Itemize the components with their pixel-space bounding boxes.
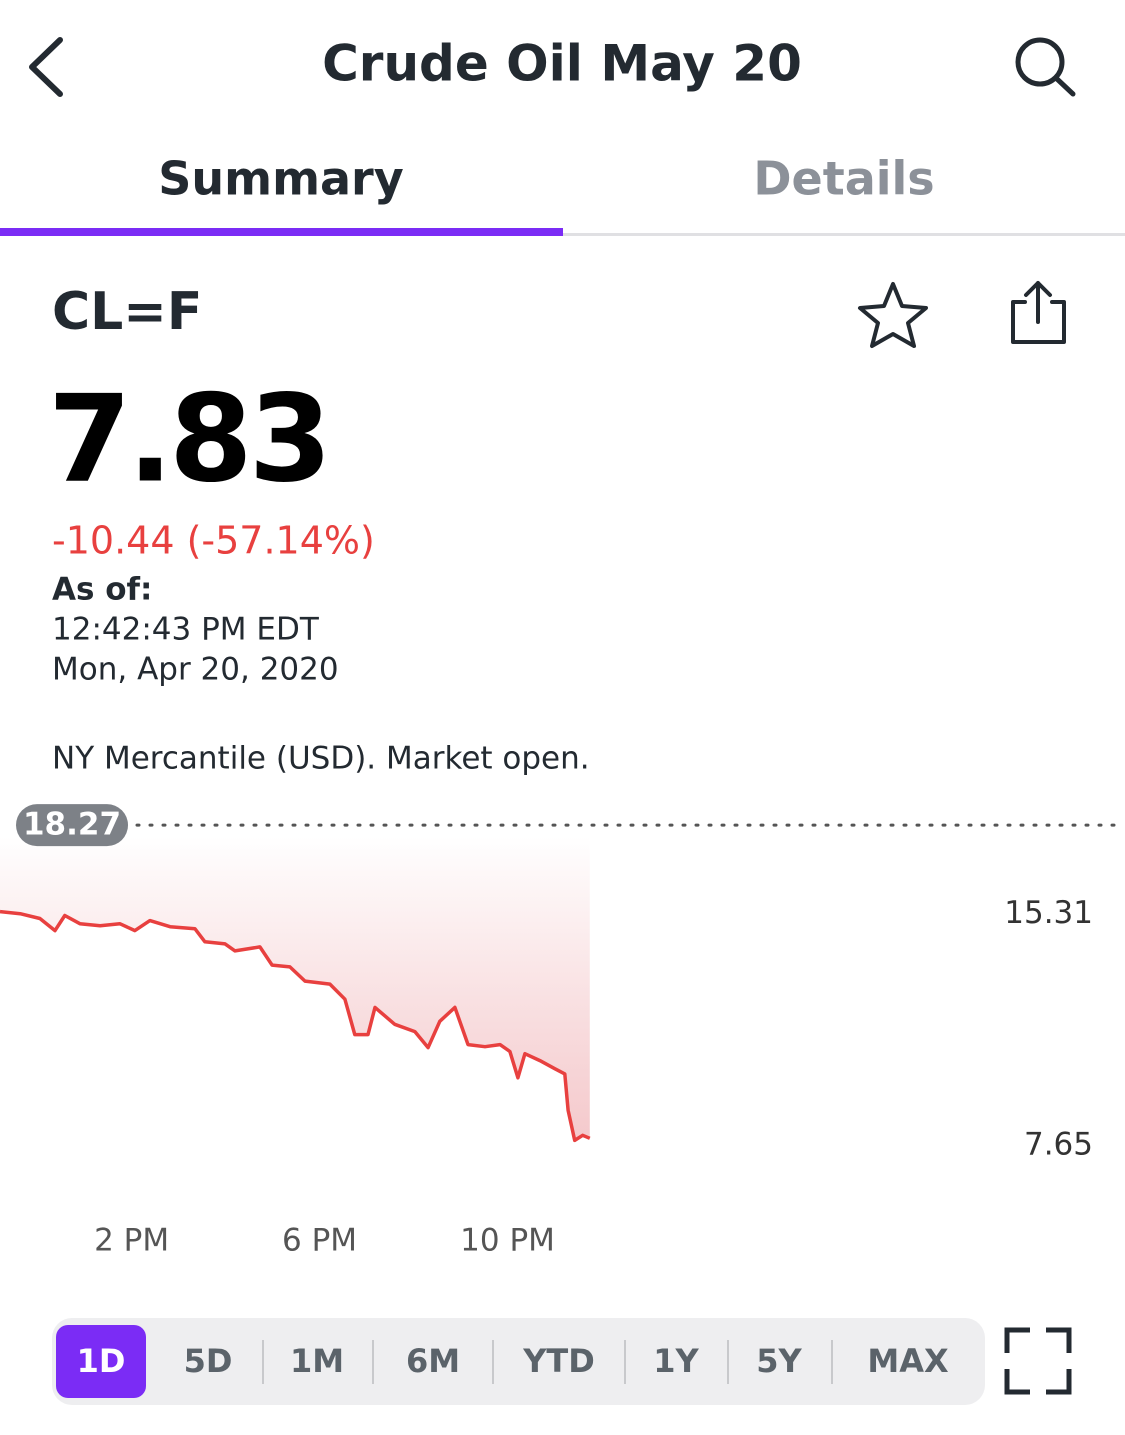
range-button[interactable]: YTD [522,1342,595,1380]
range-bar [52,1318,985,1405]
range-button[interactable]: 1Y [653,1342,699,1380]
range-selector: 1D 5D 1M 6M YTD 1Y 5Y MAX [56,1325,949,1398]
search-icon [1053,75,1076,97]
y-tick-label: 15.31 [1004,895,1093,931]
reference-badge [16,804,128,847]
range-button[interactable]: 1D [77,1342,126,1380]
fullscreen-button[interactable] [1004,1327,1072,1395]
tab-bar: Summary Details [158,152,934,206]
reference-label: 18.27 [23,807,121,843]
range-button[interactable]: 5Y [756,1342,802,1380]
price: 7.83 [48,371,328,510]
as-of-label: As of: [52,572,152,608]
quote-time: 12:42:43 PM EDT [52,612,320,648]
range-button[interactable]: MAX [867,1342,949,1380]
range-button[interactable]: 6M [406,1342,460,1380]
tab[interactable]: Details [753,152,934,206]
symbol: CL=F [52,282,202,342]
y-tick-label: 7.65 [1024,1127,1093,1163]
tab[interactable]: Summary [158,152,403,206]
tab-indicator [0,228,563,236]
range-button[interactable]: 1M [290,1342,344,1380]
x-tick-label: 10 PM [460,1223,555,1259]
watchlist-star[interactable] [858,282,928,348]
search-button[interactable] [1015,37,1076,97]
page-title: Crude Oil May 20 [322,35,802,93]
price-line [0,909,591,1143]
x-tick-label: 2 PM [94,1223,169,1259]
area-fill [0,837,590,1141]
range-button[interactable]: 5D [184,1342,233,1380]
range-selected-bg [56,1325,146,1398]
share-icon [1024,281,1052,324]
exchange-note: NY Mercantile (USD). Market open. [52,741,590,777]
share-icon [1011,300,1066,344]
share-button[interactable] [1011,281,1066,344]
search-icon [1015,37,1065,87]
price-change: -10.44 (-57.14%) [52,519,375,563]
x-tick-label: 6 PM [282,1223,357,1259]
quote-date: Mon, Apr 20, 2020 [52,652,339,688]
price-chart: 18.27 15.31 7.65 2 PM 6 PM 10 PM [0,804,1125,1259]
back-button[interactable] [29,37,63,97]
